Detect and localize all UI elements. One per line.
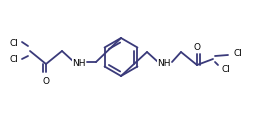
Text: Cl: Cl (10, 38, 18, 47)
Text: Cl: Cl (233, 48, 242, 57)
Text: NH: NH (72, 58, 86, 67)
Text: NH: NH (157, 58, 171, 67)
Text: O: O (193, 42, 201, 51)
Text: Cl: Cl (10, 55, 18, 64)
Text: O: O (42, 76, 50, 85)
Text: Cl: Cl (222, 64, 230, 73)
